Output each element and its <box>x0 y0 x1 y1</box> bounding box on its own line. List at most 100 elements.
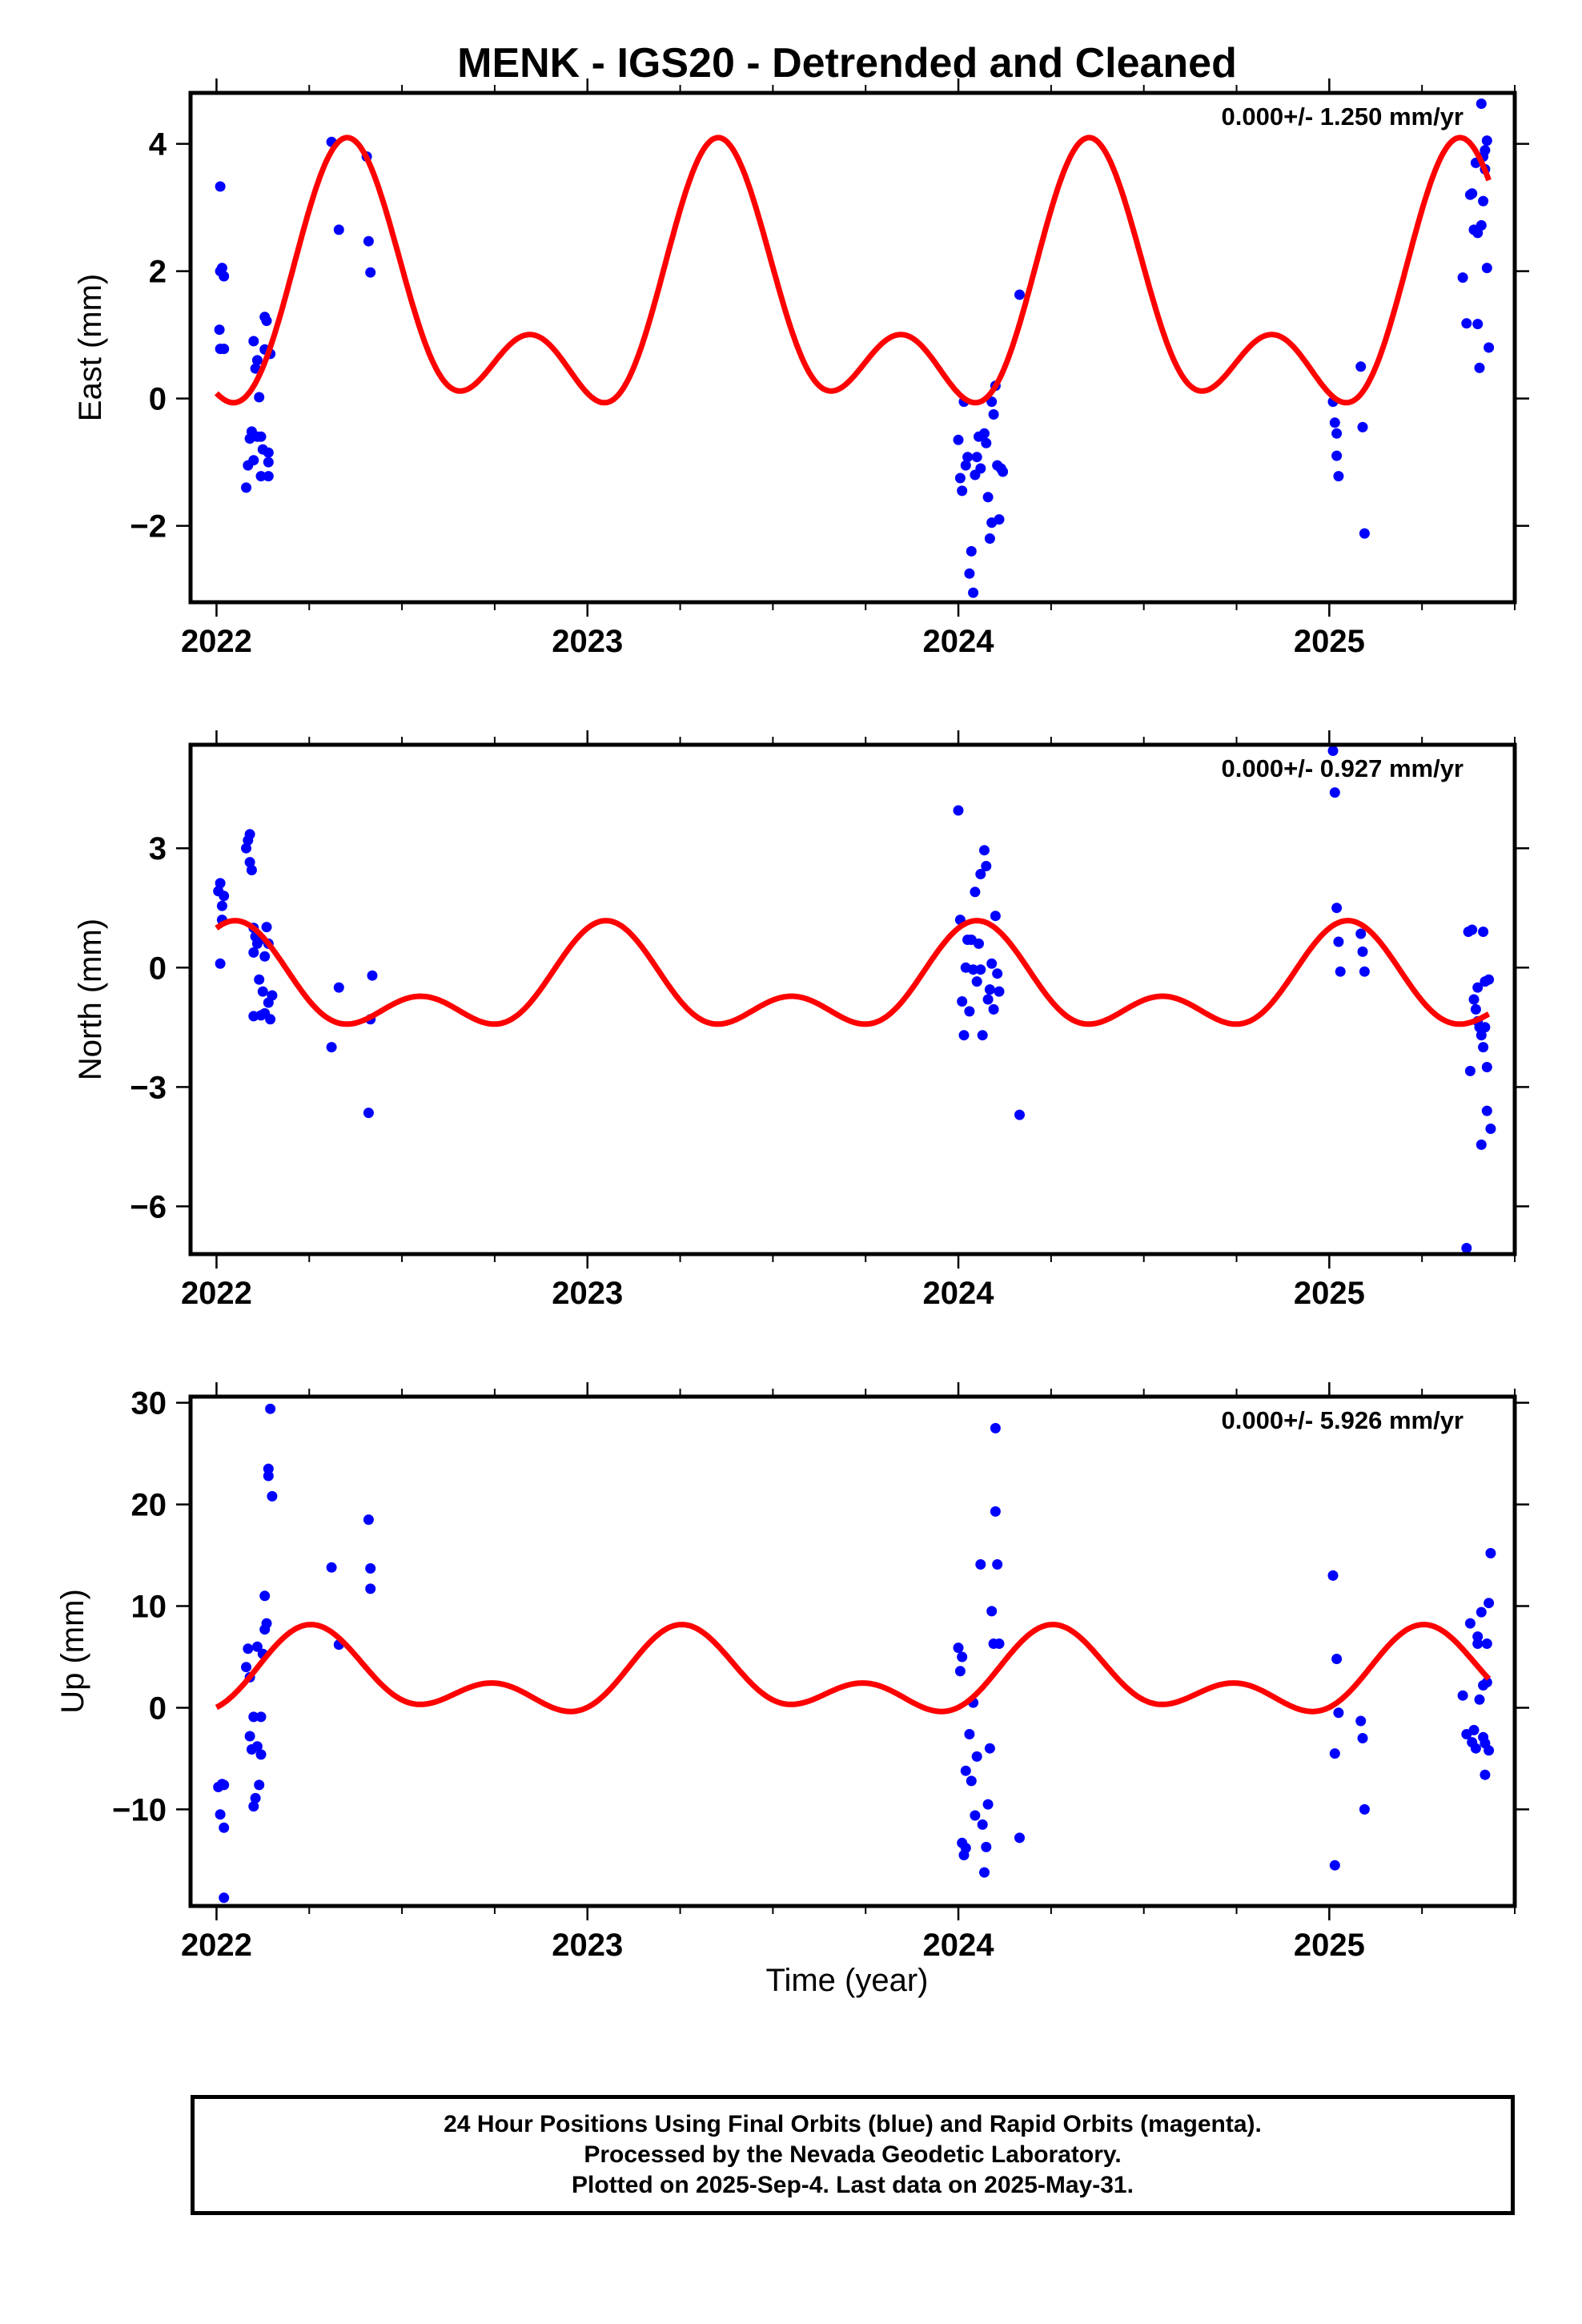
up-data-point <box>960 1765 971 1776</box>
north-data-point <box>994 986 1005 997</box>
east-x-tick-label: 2023 <box>552 624 623 659</box>
north-data-point <box>953 805 964 816</box>
east-data-point <box>255 471 267 482</box>
north-data-point <box>968 964 979 975</box>
north-x-tick-label: 2025 <box>1294 1276 1365 1311</box>
north-data-point <box>248 1011 259 1022</box>
north-data-point <box>984 984 995 995</box>
east-data-point <box>954 472 966 484</box>
north-data-point <box>982 994 994 1005</box>
north-data-point <box>990 911 1001 922</box>
up-data-point <box>1331 1654 1343 1664</box>
east-data-point <box>1331 450 1343 461</box>
up-data-point <box>975 1559 986 1570</box>
north-data-point <box>979 845 990 856</box>
up-y-axis-label: Up (mm) <box>55 1589 90 1714</box>
north-y-tick-label: 3 <box>149 831 167 866</box>
east-y-tick-label: −2 <box>130 509 167 545</box>
up-data-point <box>255 1711 267 1723</box>
caption-box: 24 Hour Positions Using Final Orbits (bl… <box>191 2095 1515 2215</box>
east-data-point <box>971 452 982 463</box>
up-data-point <box>244 1731 255 1742</box>
up-data-point <box>960 1843 971 1854</box>
up-y-tick-label: 0 <box>149 1691 167 1726</box>
north-data-point <box>970 887 981 898</box>
up-data-point <box>1472 1638 1484 1649</box>
up-data-point <box>1480 1769 1491 1780</box>
up-data-point <box>966 1775 977 1787</box>
up-data-point <box>250 1792 261 1803</box>
east-y-axis-label: East (mm) <box>73 274 108 421</box>
east-data-point <box>263 447 274 458</box>
north-data-point <box>1478 927 1489 937</box>
north-y-tick-label: 0 <box>149 951 167 986</box>
north-data-point <box>974 938 984 949</box>
up-data-point <box>267 1490 278 1502</box>
east-model-curve <box>214 135 1492 406</box>
north-data-point <box>216 900 227 911</box>
north-x-tick-label: 2024 <box>923 1276 995 1311</box>
east-data-point <box>1457 272 1468 283</box>
up-data-point <box>263 1470 274 1482</box>
north-data-point <box>971 976 982 987</box>
up-data-point <box>365 1583 376 1594</box>
up-data-point <box>1484 1598 1495 1609</box>
up-model-curve <box>215 1622 1492 1715</box>
east-rate-label: 0.000+/- 1.250 mm/yr <box>1222 103 1464 131</box>
east-data-point <box>248 336 259 347</box>
east-y-tick-label: 4 <box>149 127 167 163</box>
east-data-point <box>248 455 259 466</box>
north-y-tick-label: −6 <box>130 1189 167 1224</box>
east-data-point <box>1355 361 1367 372</box>
north-data-point <box>215 958 226 969</box>
north-model-curve <box>215 918 1491 1027</box>
east-data-point <box>984 533 995 544</box>
east-data-point <box>1472 319 1484 330</box>
north-data-point <box>1481 1105 1492 1116</box>
up-plot-frame <box>188 1394 1517 1908</box>
east-data-point <box>1359 528 1370 539</box>
north-data-point <box>1327 746 1339 756</box>
up-data-point <box>954 1666 966 1677</box>
up-y-tick-label: −10 <box>112 1792 167 1827</box>
north-data-point <box>241 842 251 854</box>
north-data-point <box>1464 1065 1476 1076</box>
up-y-tick-label: 30 <box>131 1386 167 1421</box>
north-data-point <box>215 878 226 889</box>
up-data-point <box>255 1749 267 1760</box>
up-data-point <box>365 1563 376 1574</box>
east-plot-frame <box>188 90 1517 605</box>
east-data-point <box>261 316 272 327</box>
east-data-point <box>254 392 265 403</box>
up-data-point <box>254 1779 265 1791</box>
up-data-point <box>1485 1548 1496 1558</box>
north-data-point <box>981 861 992 871</box>
up-data-point <box>1329 1860 1340 1871</box>
up-data-point <box>248 1801 259 1812</box>
up-data-point <box>263 1463 274 1474</box>
east-data-point <box>981 437 992 448</box>
north-data-point <box>1476 1030 1487 1041</box>
north-data-point <box>246 865 257 875</box>
up-data-point <box>992 1559 1003 1570</box>
up-data-point <box>219 1822 230 1833</box>
north-y-axis-label: North (mm) <box>73 919 108 1080</box>
north-data-point <box>367 970 378 981</box>
east-data-point <box>968 587 979 598</box>
east-x-tick-label: 2024 <box>923 624 995 659</box>
up-data-point <box>1333 1707 1344 1719</box>
north-data-point <box>326 1042 337 1053</box>
east-data-point <box>1484 342 1495 353</box>
east-data-point <box>1467 188 1478 199</box>
up-rate-label: 0.000+/- 5.926 mm/yr <box>1222 1406 1464 1434</box>
up-data-point <box>219 1892 230 1904</box>
east-data-point <box>1331 428 1343 439</box>
north-data-point <box>1470 1003 1481 1015</box>
up-x-tick-label: 2024 <box>923 1928 995 1963</box>
east-data-point <box>1474 362 1485 373</box>
figure-title: MENK - IGS20 - Detrended and Cleaned <box>457 40 1237 86</box>
up-data-point <box>1464 1618 1476 1629</box>
north-data-point <box>1333 936 1344 947</box>
north-data-point <box>267 990 278 1001</box>
